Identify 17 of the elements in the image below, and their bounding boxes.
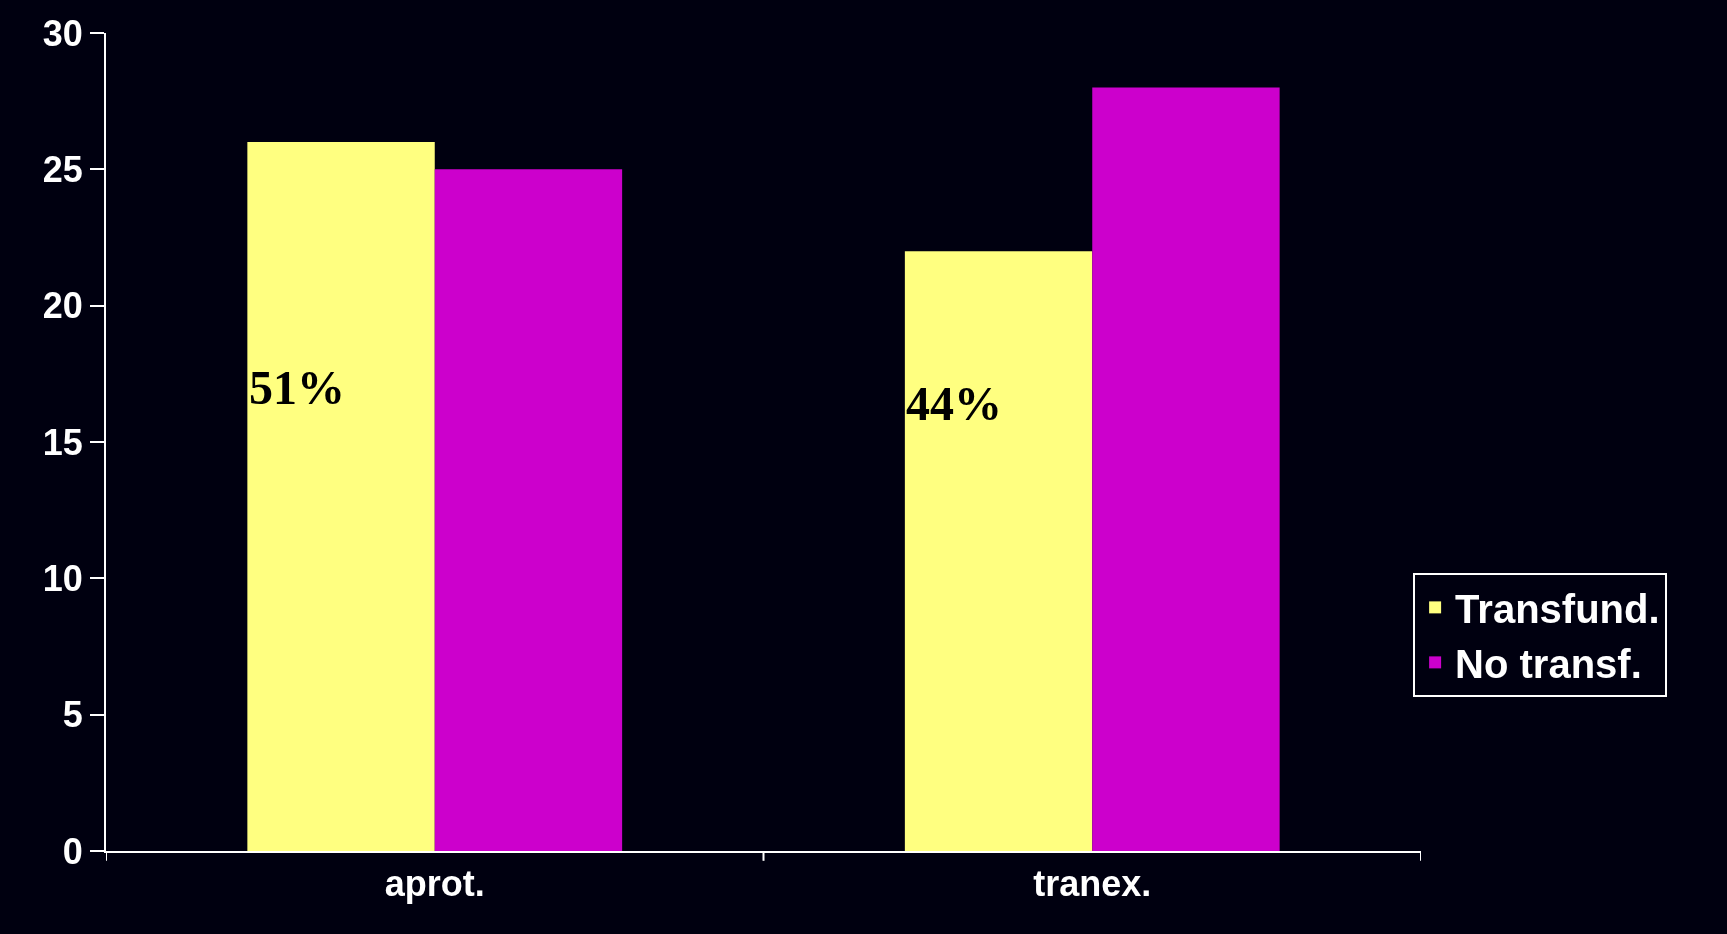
y-tick-label: 5 — [62, 694, 83, 736]
x-tick-label: aprot. — [384, 863, 485, 905]
legend-label: No transf. — [1455, 641, 1642, 686]
y-tick-label: 30 — [42, 12, 83, 54]
annotation: 51% — [249, 361, 345, 414]
bar — [247, 142, 435, 851]
legend-label: Transfund. — [1455, 586, 1660, 631]
bar — [904, 251, 1093, 851]
x-tick-label: tranex. — [1033, 863, 1152, 905]
y-tick-label: 0 — [62, 830, 83, 872]
annotation: 44% — [906, 377, 1002, 430]
y-tick-label: 15 — [42, 421, 83, 463]
y-tick-label: 20 — [42, 285, 83, 327]
y-tick-label: 25 — [42, 148, 83, 190]
bar — [1092, 87, 1280, 851]
bar — [434, 169, 623, 851]
y-tick-label: 10 — [42, 557, 83, 599]
